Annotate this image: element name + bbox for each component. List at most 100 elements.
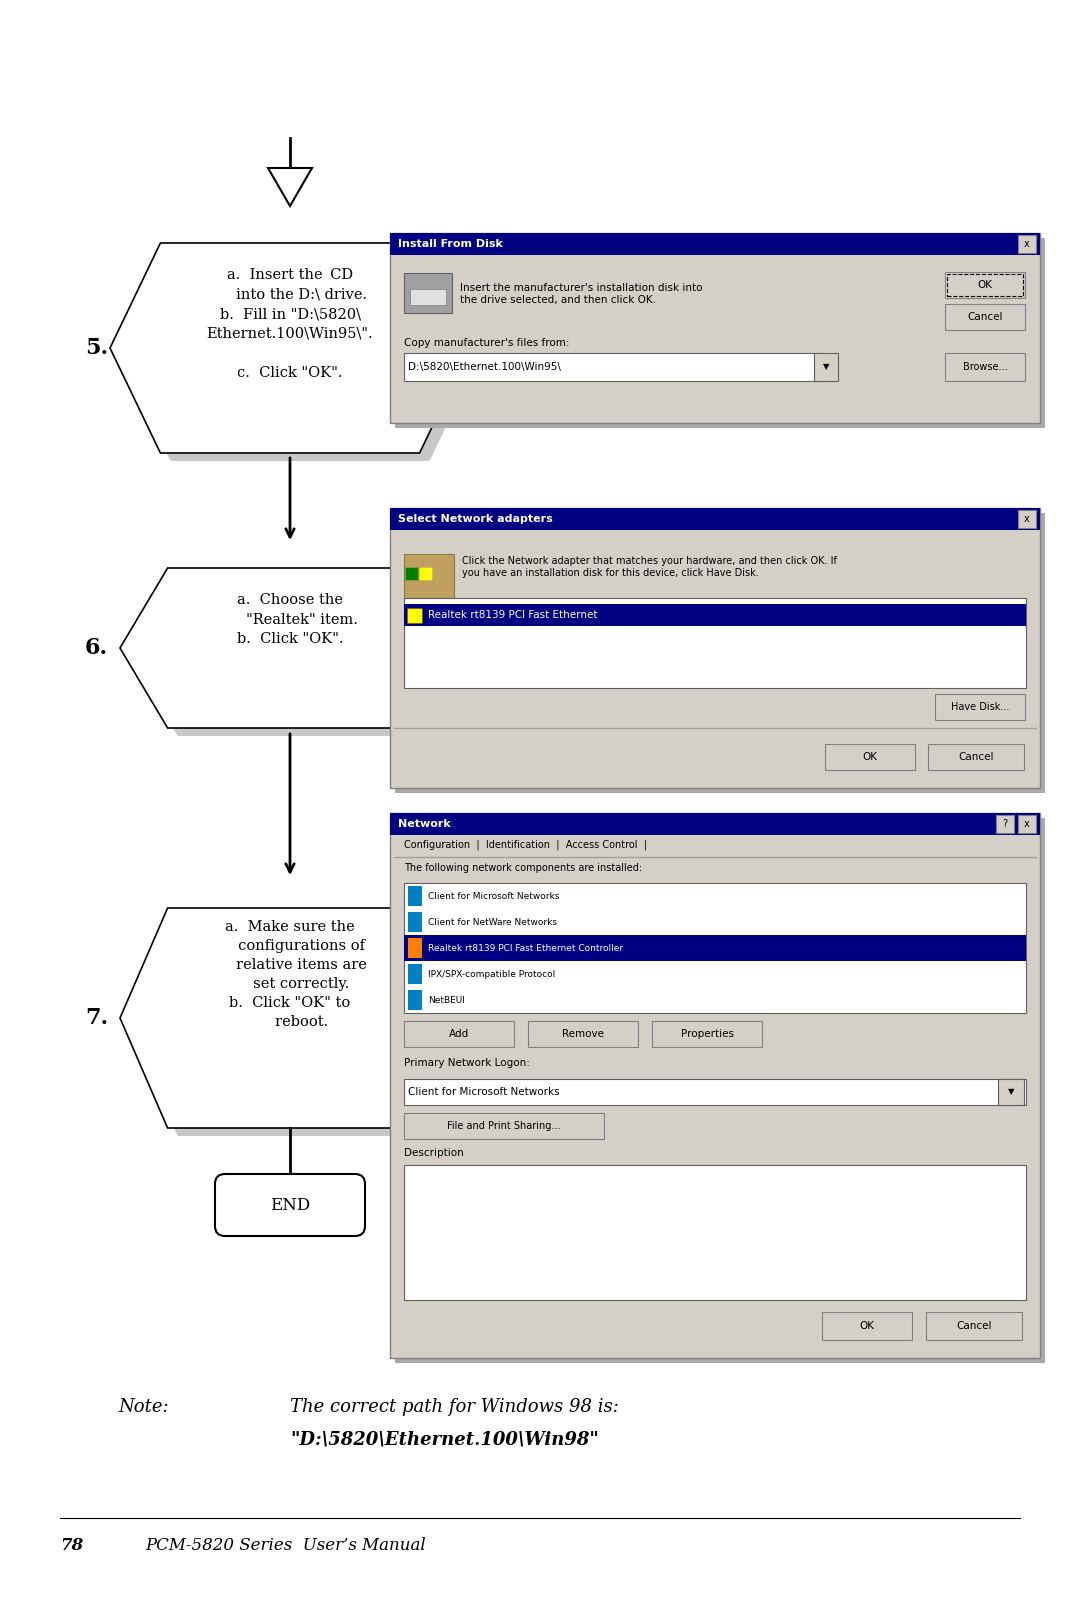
Text: D:\5820\Ethernet.100\Win95\: D:\5820\Ethernet.100\Win95\ [408,362,561,372]
Text: Click the Network adapter that matches your hardware, and then click OK. If
you : Click the Network adapter that matches y… [462,557,837,578]
Text: Have Disk...: Have Disk... [950,702,1009,712]
Text: OK: OK [977,280,993,290]
FancyBboxPatch shape [390,812,1040,1358]
FancyBboxPatch shape [404,1165,1026,1299]
Text: ?: ? [1002,819,1008,828]
Text: PCM-5820 Series  User’s Manual: PCM-5820 Series User’s Manual [145,1537,426,1555]
Polygon shape [130,916,470,1136]
Text: Copy manufacturer's files from:: Copy manufacturer's files from: [404,338,569,348]
FancyBboxPatch shape [390,233,1040,422]
FancyBboxPatch shape [215,1175,365,1236]
Text: Client for Microsoft Networks: Client for Microsoft Networks [428,892,559,901]
FancyBboxPatch shape [408,990,422,1010]
Text: OK: OK [863,752,877,762]
Text: "D:\5820\Ethernet.100\Win98": "D:\5820\Ethernet.100\Win98" [291,1430,598,1448]
Text: Configuration  |  Identification  |  Access Control  |: Configuration | Identification | Access … [404,840,647,849]
FancyBboxPatch shape [404,1021,514,1047]
Text: 6.: 6. [85,637,108,659]
FancyBboxPatch shape [945,353,1025,380]
FancyBboxPatch shape [928,744,1024,770]
Polygon shape [120,908,460,1128]
FancyBboxPatch shape [410,290,446,306]
Text: Realtek rt8139 PCI Fast Ethernet: Realtek rt8139 PCI Fast Ethernet [428,610,597,620]
Polygon shape [268,168,312,205]
FancyBboxPatch shape [822,1312,912,1340]
Polygon shape [110,243,470,453]
Text: Select Network adapters: Select Network adapters [399,515,553,524]
FancyBboxPatch shape [408,938,422,958]
Text: Insert the manufacturer's installation disk into
the drive selected, and then cl: Insert the manufacturer's installation d… [460,283,702,304]
FancyBboxPatch shape [395,819,1045,1362]
Text: Models:: Models: [404,618,444,628]
Text: The correct path for Windows 98 is:: The correct path for Windows 98 is: [291,1398,619,1416]
Text: Install From Disk: Install From Disk [399,239,503,249]
FancyBboxPatch shape [945,304,1025,330]
Text: Cancel: Cancel [958,752,994,762]
Text: Network: Network [399,819,450,828]
FancyBboxPatch shape [390,508,1040,531]
Text: Cancel: Cancel [956,1320,991,1332]
Text: IPX/SPX-compatible Protocol: IPX/SPX-compatible Protocol [428,969,555,979]
Text: Realtek rt8139 PCI Fast Ethernet Controller: Realtek rt8139 PCI Fast Ethernet Control… [428,943,623,953]
FancyBboxPatch shape [1018,510,1036,527]
FancyBboxPatch shape [404,553,454,599]
Text: ▼: ▼ [1008,1087,1014,1097]
FancyBboxPatch shape [996,815,1014,833]
Bar [947,273,1023,296]
Text: a.  Insert the  CD
     into the D:\ drive.
b.  Fill in "D:\5820\
Ethernet.100\W: a. Insert the CD into the D:\ drive. b. … [206,269,374,380]
FancyBboxPatch shape [825,744,915,770]
Text: OK: OK [860,1320,875,1332]
Text: 5.: 5. [85,337,108,359]
Polygon shape [120,568,460,728]
FancyBboxPatch shape [945,272,1025,298]
FancyBboxPatch shape [926,1312,1022,1340]
Text: Browse...: Browse... [962,362,1008,372]
Text: x: x [1024,239,1030,249]
FancyBboxPatch shape [408,913,422,932]
Text: a.  Make sure the
     configurations of
     relative items are
     set correc: a. Make sure the configurations of relat… [213,921,367,1029]
Text: The following network components are installed:: The following network components are ins… [404,862,643,874]
FancyBboxPatch shape [652,1021,762,1047]
FancyBboxPatch shape [998,1079,1024,1105]
FancyBboxPatch shape [404,599,1026,688]
Text: x: x [1024,819,1030,828]
Text: Properties: Properties [680,1029,733,1039]
FancyBboxPatch shape [1018,815,1036,833]
FancyBboxPatch shape [404,353,824,380]
Text: x: x [1024,515,1030,524]
FancyBboxPatch shape [404,883,1026,1013]
FancyBboxPatch shape [814,353,838,380]
Text: Primary Network Logon:: Primary Network Logon: [404,1058,530,1068]
FancyBboxPatch shape [528,1021,638,1047]
FancyBboxPatch shape [404,1079,1026,1105]
Text: Note:: Note: [118,1398,168,1416]
Text: NetBEUI: NetBEUI [428,995,464,1005]
FancyBboxPatch shape [390,233,1040,256]
FancyBboxPatch shape [390,508,1040,788]
Text: 7.: 7. [85,1006,108,1029]
Text: Add: Add [449,1029,469,1039]
Text: 78: 78 [60,1537,83,1555]
FancyBboxPatch shape [390,812,1040,835]
Text: Cancel: Cancel [968,312,1002,322]
FancyBboxPatch shape [935,694,1025,720]
Text: File and Print Sharing...: File and Print Sharing... [447,1121,561,1131]
FancyBboxPatch shape [408,608,422,623]
Text: Remove: Remove [562,1029,604,1039]
FancyBboxPatch shape [420,568,432,581]
FancyBboxPatch shape [404,273,453,312]
Text: a.  Choose the
     "Realtek" item.
b.  Click "OK".: a. Choose the "Realtek" item. b. Click "… [222,594,357,646]
Text: Description: Description [404,1149,463,1158]
Text: Client for Microsoft Networks: Client for Microsoft Networks [408,1087,559,1097]
Text: Client for NetWare Networks: Client for NetWare Networks [428,917,557,927]
Polygon shape [120,251,480,461]
FancyBboxPatch shape [404,1113,604,1139]
Polygon shape [130,576,470,736]
Text: END: END [270,1196,310,1214]
FancyBboxPatch shape [1018,235,1036,252]
FancyBboxPatch shape [395,238,1045,429]
FancyBboxPatch shape [408,887,422,906]
FancyBboxPatch shape [406,568,418,581]
FancyBboxPatch shape [404,935,1026,961]
FancyBboxPatch shape [404,604,1026,626]
